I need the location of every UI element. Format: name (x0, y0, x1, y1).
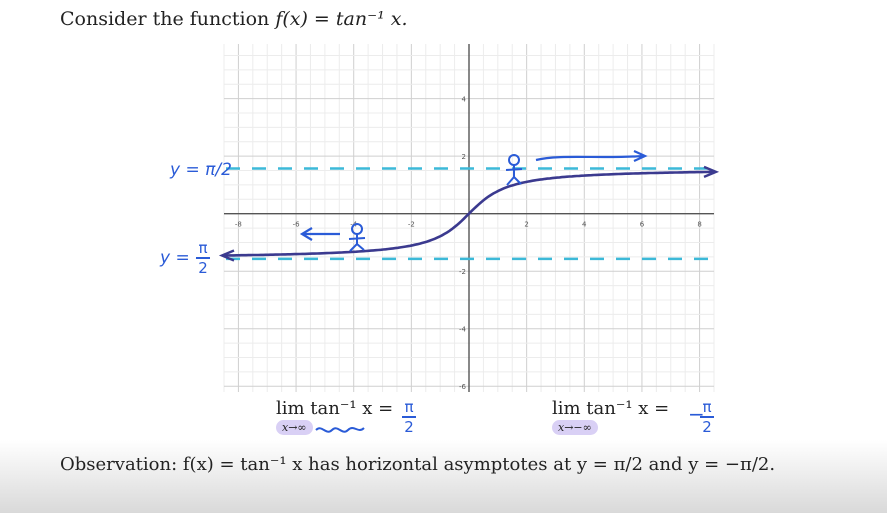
x-tick-label: -2 (408, 221, 415, 229)
x-tick-label: -8 (235, 221, 242, 229)
limit-right-sign: − (688, 402, 705, 426)
lower-asymptote-two: 2 (198, 259, 208, 277)
limit-right-main: lim tan⁻¹ x = (552, 398, 670, 419)
x-tick-label: 4 (582, 221, 587, 229)
limit-negative-infinity: lim tan⁻¹ x = x→−∞ (552, 398, 670, 435)
bottom-shade (0, 440, 887, 513)
limit-right-result: π 2 (700, 399, 714, 435)
chart-axes (224, 44, 714, 392)
lower-asymptote-annotation: y = - (160, 248, 202, 268)
curve-arrow-left (218, 249, 235, 262)
fraction-bar (196, 257, 210, 259)
x-tick-label: 8 (697, 221, 701, 229)
limit-left-sub: x→∞ (276, 420, 313, 435)
y-tick-label: -4 (459, 326, 467, 334)
fraction-bar (402, 416, 416, 418)
observation-text: Observation: f(x) = tan⁻¹ x has horizont… (60, 454, 776, 475)
lower-asymptote-pi: π (198, 239, 208, 257)
stick-figure-right (505, 154, 523, 186)
limit-left-result: π 2 (402, 399, 416, 435)
limit-left-den: 2 (404, 418, 414, 436)
asymptote-lines (226, 167, 712, 261)
prompt-text: Consider the function f(x) = tan⁻¹ x. (60, 8, 408, 30)
arctan-curve (224, 170, 714, 257)
x-tick-label: -6 (293, 221, 301, 229)
limit-right-den: 2 (702, 418, 712, 436)
prompt-formula: f(x) = tan⁻¹ x. (275, 8, 408, 30)
curve-group (218, 165, 720, 262)
y-tick-label: 4 (462, 96, 467, 104)
stick-figures (299, 149, 648, 433)
arrow-right-icon (535, 149, 648, 163)
x-tick-label: 6 (640, 221, 645, 229)
x-tick-label: 2 (524, 221, 528, 229)
stick-figure-left (348, 223, 366, 252)
y-tick-label: -6 (459, 383, 467, 391)
limit-left-main: lim tan⁻¹ x = (276, 398, 394, 419)
fraction-bar (700, 416, 714, 418)
prompt-prefix: Consider the function (60, 8, 276, 30)
squiggle-icon (315, 427, 365, 433)
lower-asymptote-fraction: π 2 (196, 240, 210, 276)
limit-left-num: π (404, 398, 414, 416)
y-tick-label: 2 (462, 153, 466, 161)
limit-right-sub: x→−∞ (552, 420, 598, 435)
limit-positive-infinity: lim tan⁻¹ x = x→∞ (276, 398, 394, 435)
upper-asymptote-annotation: y = π/2 (170, 160, 232, 180)
arrow-left-icon (299, 227, 340, 241)
curve-arrow-right (703, 165, 720, 178)
y-tick-label: -2 (459, 268, 466, 276)
limit-right-num: π (702, 398, 712, 416)
